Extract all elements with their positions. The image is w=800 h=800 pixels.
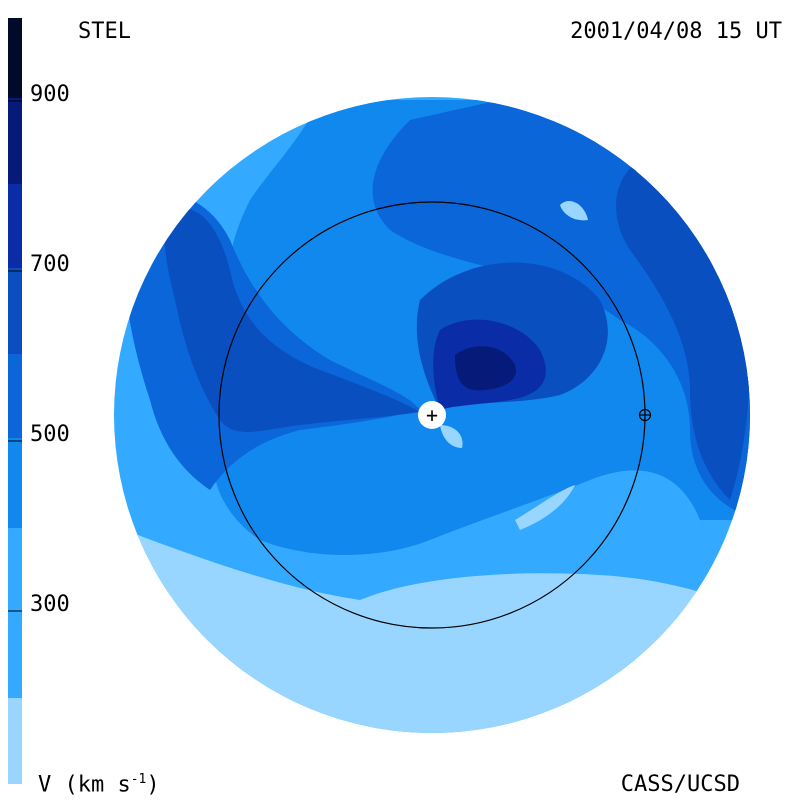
sun-marker (418, 401, 446, 429)
colorbar-band-5 (8, 268, 22, 354)
units-exponent: -1 (130, 772, 147, 787)
sun-plus-glyph: + (426, 403, 438, 427)
units-label-text: V (km s (38, 772, 131, 798)
contour-band-c4 (164, 208, 420, 432)
credit-label: CASS/UCSD (620, 772, 740, 797)
contour-light-patch-3 (560, 200, 588, 221)
colorbar-band-6 (8, 184, 22, 268)
contour-light-patch-2 (440, 425, 463, 448)
units-label: V (km s-1) (38, 772, 160, 797)
timestamp-label: 2001/04/08 15 UT (570, 19, 782, 44)
colorbar-band-4 (8, 354, 22, 438)
contour-band-c6 (455, 346, 516, 391)
contour-band-c4-right (616, 160, 750, 500)
colorbar-tick-700: 700 (30, 252, 70, 277)
colorbar-tick-300: 300 (30, 592, 70, 617)
colorbar-tick-900: 900 (30, 82, 70, 107)
instrument-label: STEL (78, 19, 131, 44)
units-label-close: ) (146, 772, 160, 798)
colorbar-band-3 (8, 438, 22, 528)
colorbar-band-8 (8, 18, 22, 98)
velocity-colorbar (8, 18, 22, 784)
contour-light-patch (515, 485, 575, 530)
colorbar-band-1 (8, 698, 22, 784)
colorbar-band-7 (8, 98, 22, 184)
colorbar-tick-500: 500 (30, 422, 70, 447)
colorbar-band-2 (8, 528, 22, 698)
